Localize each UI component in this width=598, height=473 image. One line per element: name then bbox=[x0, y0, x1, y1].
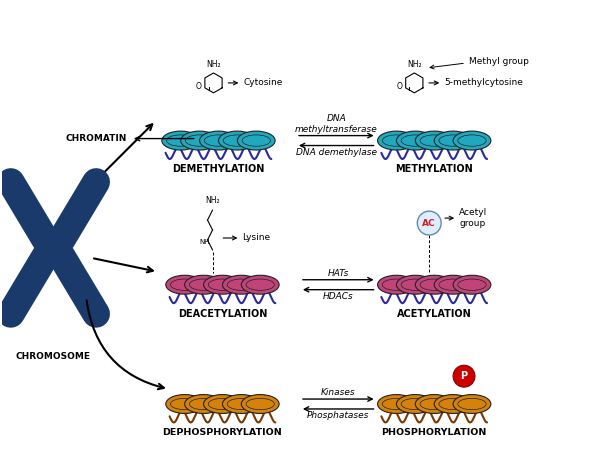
Ellipse shape bbox=[237, 131, 275, 150]
Ellipse shape bbox=[377, 275, 416, 294]
Text: Kinases: Kinases bbox=[321, 388, 356, 397]
Text: O: O bbox=[396, 82, 402, 91]
Circle shape bbox=[453, 365, 475, 387]
Text: CHROMATIN: CHROMATIN bbox=[66, 134, 127, 143]
Text: DEPHOSPHORYLATION: DEPHOSPHORYLATION bbox=[163, 428, 282, 437]
Ellipse shape bbox=[416, 275, 453, 294]
Text: Lysine: Lysine bbox=[242, 234, 270, 243]
Text: NH₂: NH₂ bbox=[205, 196, 220, 205]
Ellipse shape bbox=[377, 394, 416, 413]
Ellipse shape bbox=[203, 394, 242, 413]
Ellipse shape bbox=[181, 131, 218, 150]
Ellipse shape bbox=[242, 394, 279, 413]
Text: O: O bbox=[196, 82, 202, 91]
Text: NH: NH bbox=[199, 239, 210, 245]
Ellipse shape bbox=[185, 394, 222, 413]
Text: Cytosine: Cytosine bbox=[243, 79, 283, 88]
Ellipse shape bbox=[47, 241, 60, 255]
Text: DNA demethylase: DNA demethylase bbox=[296, 148, 377, 157]
Ellipse shape bbox=[203, 275, 242, 294]
Ellipse shape bbox=[222, 394, 260, 413]
Ellipse shape bbox=[222, 275, 260, 294]
Ellipse shape bbox=[396, 394, 434, 413]
Ellipse shape bbox=[200, 131, 237, 150]
Text: Phosphatases: Phosphatases bbox=[307, 411, 370, 420]
Ellipse shape bbox=[453, 131, 491, 150]
Ellipse shape bbox=[453, 275, 491, 294]
Text: PHOSPHORYLATION: PHOSPHORYLATION bbox=[382, 428, 487, 437]
Text: P: P bbox=[460, 371, 468, 381]
Text: CHROMOSOME: CHROMOSOME bbox=[16, 352, 91, 361]
Ellipse shape bbox=[218, 131, 257, 150]
Ellipse shape bbox=[416, 394, 453, 413]
Ellipse shape bbox=[396, 131, 434, 150]
Ellipse shape bbox=[434, 394, 472, 413]
Ellipse shape bbox=[434, 275, 472, 294]
FancyArrowPatch shape bbox=[87, 300, 164, 389]
Text: ACETYLATION: ACETYLATION bbox=[397, 308, 472, 319]
Text: DEACETYLATION: DEACETYLATION bbox=[178, 308, 267, 319]
Ellipse shape bbox=[162, 131, 200, 150]
Text: HDACs: HDACs bbox=[323, 292, 353, 301]
Ellipse shape bbox=[377, 131, 416, 150]
Text: NH₂: NH₂ bbox=[407, 60, 422, 69]
Ellipse shape bbox=[185, 275, 222, 294]
Text: Methyl group: Methyl group bbox=[469, 57, 529, 66]
Circle shape bbox=[417, 211, 441, 235]
Ellipse shape bbox=[396, 275, 434, 294]
Text: METHYLATION: METHYLATION bbox=[395, 165, 473, 175]
Text: AC: AC bbox=[422, 219, 436, 228]
Ellipse shape bbox=[416, 131, 453, 150]
Text: DNA
methyltransferase: DNA methyltransferase bbox=[295, 114, 378, 133]
Text: HATs: HATs bbox=[328, 269, 349, 278]
Ellipse shape bbox=[434, 131, 472, 150]
Ellipse shape bbox=[166, 394, 203, 413]
Text: DEMETHYLATION: DEMETHYLATION bbox=[172, 165, 265, 175]
Text: 5-methylcytosine: 5-methylcytosine bbox=[444, 79, 523, 88]
Ellipse shape bbox=[453, 394, 491, 413]
Ellipse shape bbox=[242, 275, 279, 294]
Text: NH₂: NH₂ bbox=[206, 60, 221, 69]
Text: Acetyl
group: Acetyl group bbox=[459, 209, 487, 228]
Ellipse shape bbox=[166, 275, 203, 294]
